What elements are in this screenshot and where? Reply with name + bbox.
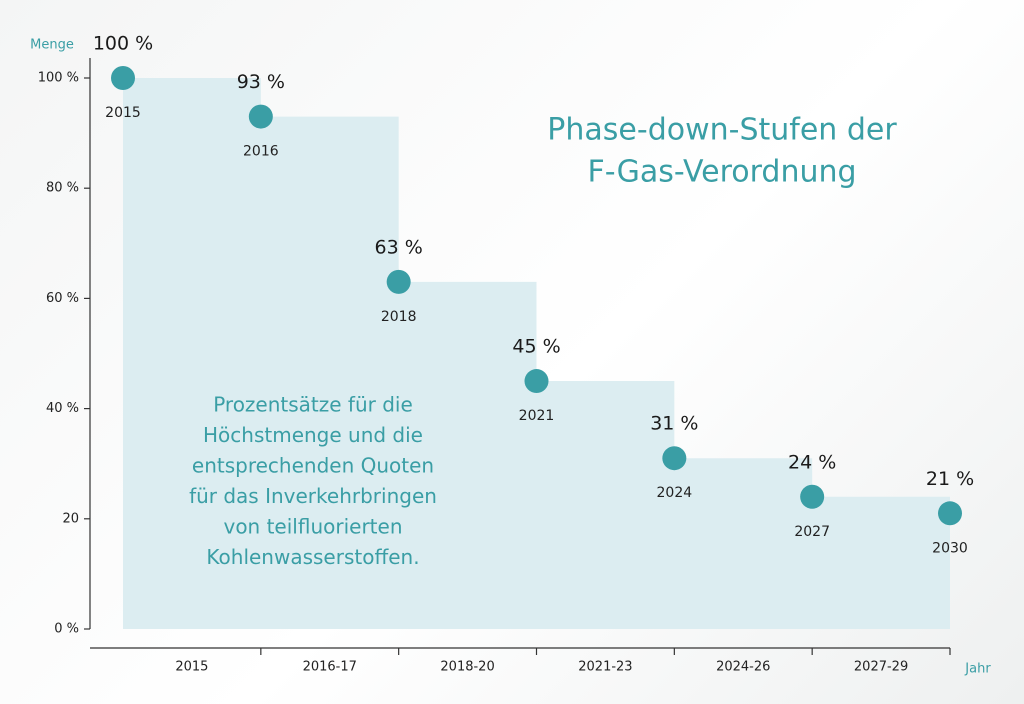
point-label: 2027 — [794, 524, 830, 540]
value-label: 100 % — [93, 33, 153, 55]
point — [111, 66, 135, 90]
annotation: für das Inverkehrbringen — [189, 484, 437, 508]
x-tick-label: 2016-17 — [303, 660, 357, 675]
y-tick-label: 80 % — [46, 181, 79, 196]
y-axis-label: Menge — [30, 38, 74, 53]
annotation: von teilfluorierten — [223, 515, 402, 539]
x-tick-label: 2024-26 — [716, 660, 770, 675]
point-label: 2024 — [657, 485, 693, 501]
point — [938, 501, 962, 526]
point — [386, 269, 411, 294]
point-label: 2018 — [381, 309, 417, 325]
value-label: 93 % — [237, 71, 285, 93]
annotation: entsprechenden Quoten — [192, 454, 434, 478]
value-label: 31 % — [650, 413, 698, 435]
point-label: 2030 — [932, 540, 968, 556]
step-area — [123, 78, 950, 629]
annotation: Höchstmenge und die — [203, 423, 423, 447]
point — [248, 104, 273, 129]
point — [800, 484, 825, 509]
point — [524, 369, 549, 394]
chart-title: F-Gas-Verordnung — [587, 155, 856, 190]
value-label: 45 % — [512, 336, 560, 358]
value-label: 63 % — [375, 236, 423, 258]
x-tick-label: 2021-23 — [578, 660, 632, 675]
chart-title: Phase-down-Stufen der — [547, 113, 897, 148]
y-tick-label: 20 — [62, 511, 79, 526]
value-label: 21 % — [926, 468, 974, 490]
point-label: 2016 — [243, 144, 279, 160]
point-label: 2015 — [105, 105, 141, 121]
y-tick-label: 60 % — [46, 291, 79, 306]
y-tick-label: 100 % — [38, 71, 79, 86]
point-label: 2021 — [519, 408, 555, 424]
x-tick-label: 2018-20 — [440, 660, 494, 675]
value-label: 24 % — [788, 451, 836, 473]
x-tick-label: 2027-29 — [854, 660, 908, 675]
annotation: Kohlenwasserstoffen. — [206, 545, 419, 569]
x-axis-label: Jahr — [964, 662, 991, 677]
point — [662, 446, 687, 471]
annotation: Prozentsätze für die — [213, 393, 413, 417]
y-tick-label: 40 % — [46, 401, 79, 416]
x-tick-label: 2015 — [175, 660, 208, 675]
y-tick-label: 0 % — [54, 622, 79, 637]
